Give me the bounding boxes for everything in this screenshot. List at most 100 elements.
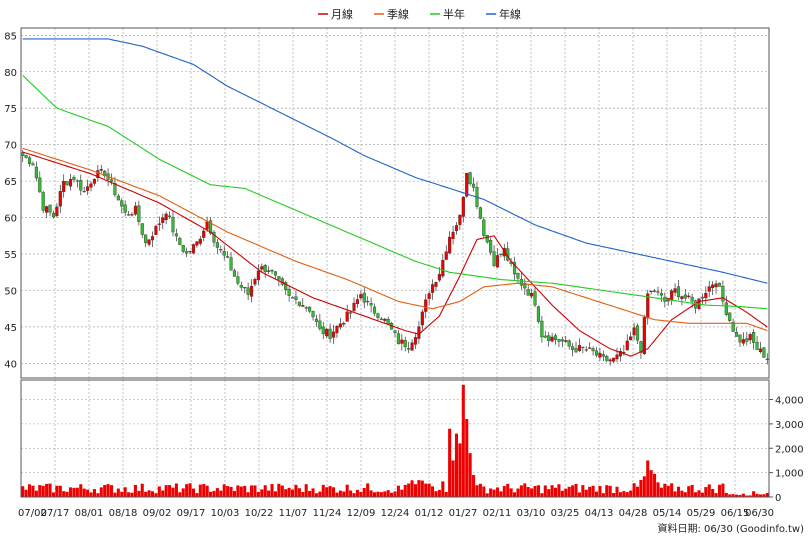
legend-label-quarterly: 季線	[387, 7, 409, 21]
volume-bar	[144, 491, 148, 497]
volume-bar	[424, 483, 428, 497]
candle-body	[89, 183, 93, 188]
candle-body	[51, 212, 56, 218]
volume-bar	[724, 492, 728, 497]
price-axis: 40 45 50 55 60 65 70 75 80 85	[4, 31, 17, 370]
volume-bar	[526, 487, 530, 497]
candle-body	[181, 245, 185, 252]
volume-bar	[120, 491, 124, 497]
volume-bar	[24, 489, 28, 497]
volume-bar	[243, 485, 247, 497]
candle-body	[762, 347, 766, 358]
volume-bar	[605, 485, 609, 497]
volume-bar	[728, 494, 732, 497]
candle-body	[109, 179, 114, 182]
candle-body	[359, 294, 363, 299]
volume-bar	[683, 492, 687, 497]
volume-bar	[451, 460, 455, 497]
candle-body	[191, 244, 196, 254]
x-tick-label: 04/28	[619, 508, 648, 519]
candle-body	[205, 221, 209, 230]
candle-body	[335, 326, 339, 334]
candle-body	[721, 285, 725, 302]
volume-bar	[376, 491, 380, 497]
candle-body	[553, 335, 558, 340]
volume-bar	[157, 486, 161, 497]
candle-body	[741, 339, 745, 344]
candle-body	[649, 290, 653, 292]
volume-bar	[434, 491, 438, 497]
volume-tick-label: 4,000	[775, 396, 804, 407]
moving-average-lines	[22, 38, 768, 357]
candle-body	[492, 251, 496, 266]
candle-body	[379, 318, 383, 320]
candle-body	[267, 270, 271, 272]
volume-bar	[690, 484, 694, 497]
volume-bar	[31, 485, 35, 497]
volume-bar	[762, 494, 766, 497]
candle-body	[571, 346, 575, 350]
price-tick-label: 50	[4, 287, 17, 298]
volume-bar	[577, 492, 581, 497]
candle-body	[499, 253, 503, 256]
candle-body	[345, 311, 349, 322]
candle-body	[239, 285, 243, 288]
candle-body	[164, 213, 168, 220]
candle-body	[420, 311, 424, 326]
candle-body	[407, 348, 411, 350]
volume-bar	[222, 484, 226, 497]
volume-bar	[594, 491, 599, 497]
candle-body	[731, 321, 735, 332]
volume-bar	[478, 483, 482, 497]
candle-body	[461, 196, 465, 217]
candle-body	[171, 216, 175, 233]
x-tick-label: 11/24	[313, 508, 342, 519]
volume-bar	[219, 490, 223, 497]
candle-body	[328, 328, 332, 339]
volume-bar	[331, 487, 336, 497]
candle-body	[635, 325, 640, 341]
volume-tick-label: 3,000	[775, 420, 804, 431]
volume-bar	[205, 485, 209, 497]
candle-body	[622, 351, 626, 354]
volume-bar	[420, 480, 424, 497]
candle-body	[157, 223, 161, 225]
candle-body	[581, 346, 585, 348]
volume-bar	[311, 488, 315, 497]
volume-bar	[666, 485, 670, 497]
candle-body	[431, 284, 435, 293]
x-tick-label: 06/15	[721, 508, 750, 519]
volume-bar	[362, 487, 366, 497]
x-tick-label: 02/11	[483, 508, 512, 519]
price-grid	[21, 28, 769, 378]
volume-bar	[711, 488, 715, 497]
candle-body	[714, 283, 718, 288]
volume-bar	[168, 485, 172, 497]
volume-bar	[229, 486, 233, 497]
volume-bar	[215, 488, 219, 497]
volume-bar	[352, 493, 356, 497]
x-tick-label: 12/09	[347, 508, 376, 519]
volume-bar	[731, 494, 735, 497]
candle-body	[301, 305, 305, 307]
volume-bar	[38, 485, 42, 497]
candle-body	[48, 204, 52, 213]
volume-bar	[444, 492, 448, 497]
volume-bar	[755, 493, 759, 497]
volume-bar	[127, 492, 131, 497]
volume-bar	[304, 484, 308, 497]
candle-body	[512, 262, 517, 275]
volume-bar	[185, 484, 189, 497]
volume-axis: 0 1,000 2,000 3,000 4,000	[769, 396, 804, 504]
volume-bar	[256, 491, 260, 497]
volume-bar	[482, 486, 486, 497]
candle-body	[567, 340, 571, 347]
candle-body	[608, 359, 612, 362]
volume-bar	[68, 487, 73, 497]
volume-bar	[765, 492, 769, 497]
candle-body	[174, 233, 178, 237]
volume-bar	[676, 486, 681, 497]
candle-body	[393, 330, 397, 334]
volume-bar	[475, 485, 479, 497]
volume-bar	[164, 485, 168, 497]
